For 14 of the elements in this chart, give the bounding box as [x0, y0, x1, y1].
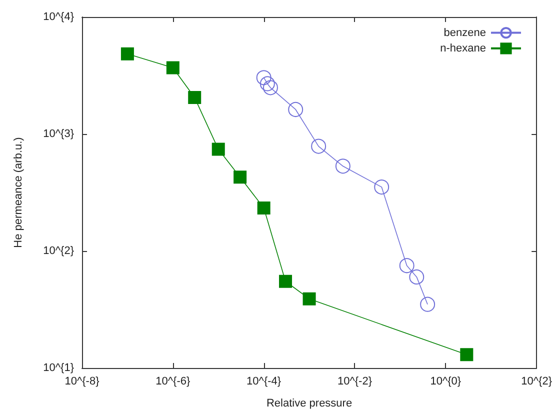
- x-tick-label: 10^{-8}: [64, 376, 100, 388]
- x-tick-label: 10^{0}: [430, 376, 462, 388]
- x-tick-label: 10^{-2}: [337, 376, 372, 388]
- y-tick-label: 10^{2}: [43, 245, 74, 257]
- y-axis-title: He permeance (arb.u.): [12, 137, 24, 248]
- y-tick-label: 10^{1}: [43, 362, 74, 374]
- x-tick-label: 10^{-6}: [156, 376, 190, 388]
- x-axis-title: Relative pressure: [266, 398, 352, 410]
- x-tick-label: 10^{-4}: [246, 376, 282, 388]
- legend-label: n-hexane: [440, 42, 486, 54]
- legend-label: benzene: [444, 26, 486, 39]
- y-tick-label: 10^{3}: [43, 128, 74, 140]
- y-tick-label: 10^{4}: [43, 11, 74, 23]
- x-tick-label: 10^{2}: [521, 376, 552, 388]
